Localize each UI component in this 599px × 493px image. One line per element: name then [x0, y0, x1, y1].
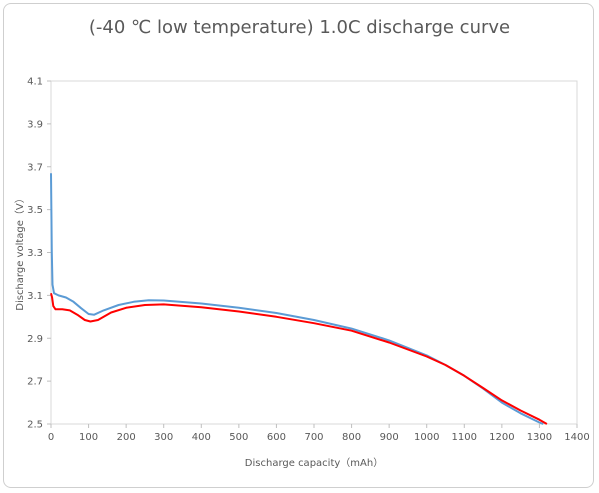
- x-tick-label: 900: [380, 432, 399, 443]
- x-axis-title: Discharge capacity（mAh）: [245, 457, 383, 469]
- x-tick-label: 1000: [414, 432, 439, 443]
- y-tick-label: 3.3: [27, 248, 43, 259]
- y-tick-label: 2.7: [27, 377, 43, 388]
- x-tick-label: 800: [342, 432, 361, 443]
- x-tick-label: 600: [267, 432, 286, 443]
- x-tick-label: 1400: [564, 432, 589, 443]
- x-tick-label: 700: [304, 432, 323, 443]
- series-line-red: [50, 292, 548, 425]
- y-axis-title: Discharge voltage（V）: [14, 193, 26, 310]
- x-tick-label: 200: [117, 432, 136, 443]
- y-tick-label: 3.7: [27, 162, 43, 173]
- y-tick-label: 3.5: [27, 205, 43, 216]
- plot-area: [50, 80, 578, 425]
- y-tick-label: 2.9: [27, 334, 43, 345]
- y-tick-label: 2.5: [27, 420, 43, 431]
- x-tick-label: 1200: [489, 432, 514, 443]
- x-tick-label: 1100: [452, 432, 477, 443]
- y-tick-label: 3.9: [27, 119, 43, 130]
- y-tick-label: 3.1: [27, 291, 43, 302]
- x-tick-label: 1300: [527, 432, 552, 443]
- x-tick-label: 500: [229, 432, 248, 443]
- x-tick-label: 400: [192, 432, 211, 443]
- chart-title: (-40 ℃ low temperature) 1.0C discharge c…: [88, 17, 511, 38]
- y-tick-label: 4.1: [27, 77, 43, 88]
- x-tick-label: 300: [154, 432, 173, 443]
- x-tick-label: 100: [79, 432, 98, 443]
- x-tick-label: 0: [48, 432, 54, 443]
